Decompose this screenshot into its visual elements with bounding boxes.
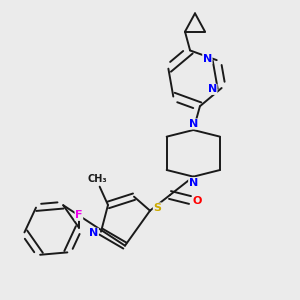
Text: CH₃: CH₃ bbox=[87, 174, 107, 184]
Text: N: N bbox=[203, 54, 212, 64]
Text: O: O bbox=[193, 196, 202, 206]
Text: F: F bbox=[75, 210, 82, 220]
Text: N: N bbox=[89, 228, 98, 238]
Text: N: N bbox=[189, 119, 198, 129]
Text: N: N bbox=[208, 84, 217, 94]
Text: S: S bbox=[153, 203, 161, 213]
Text: N: N bbox=[189, 178, 198, 188]
